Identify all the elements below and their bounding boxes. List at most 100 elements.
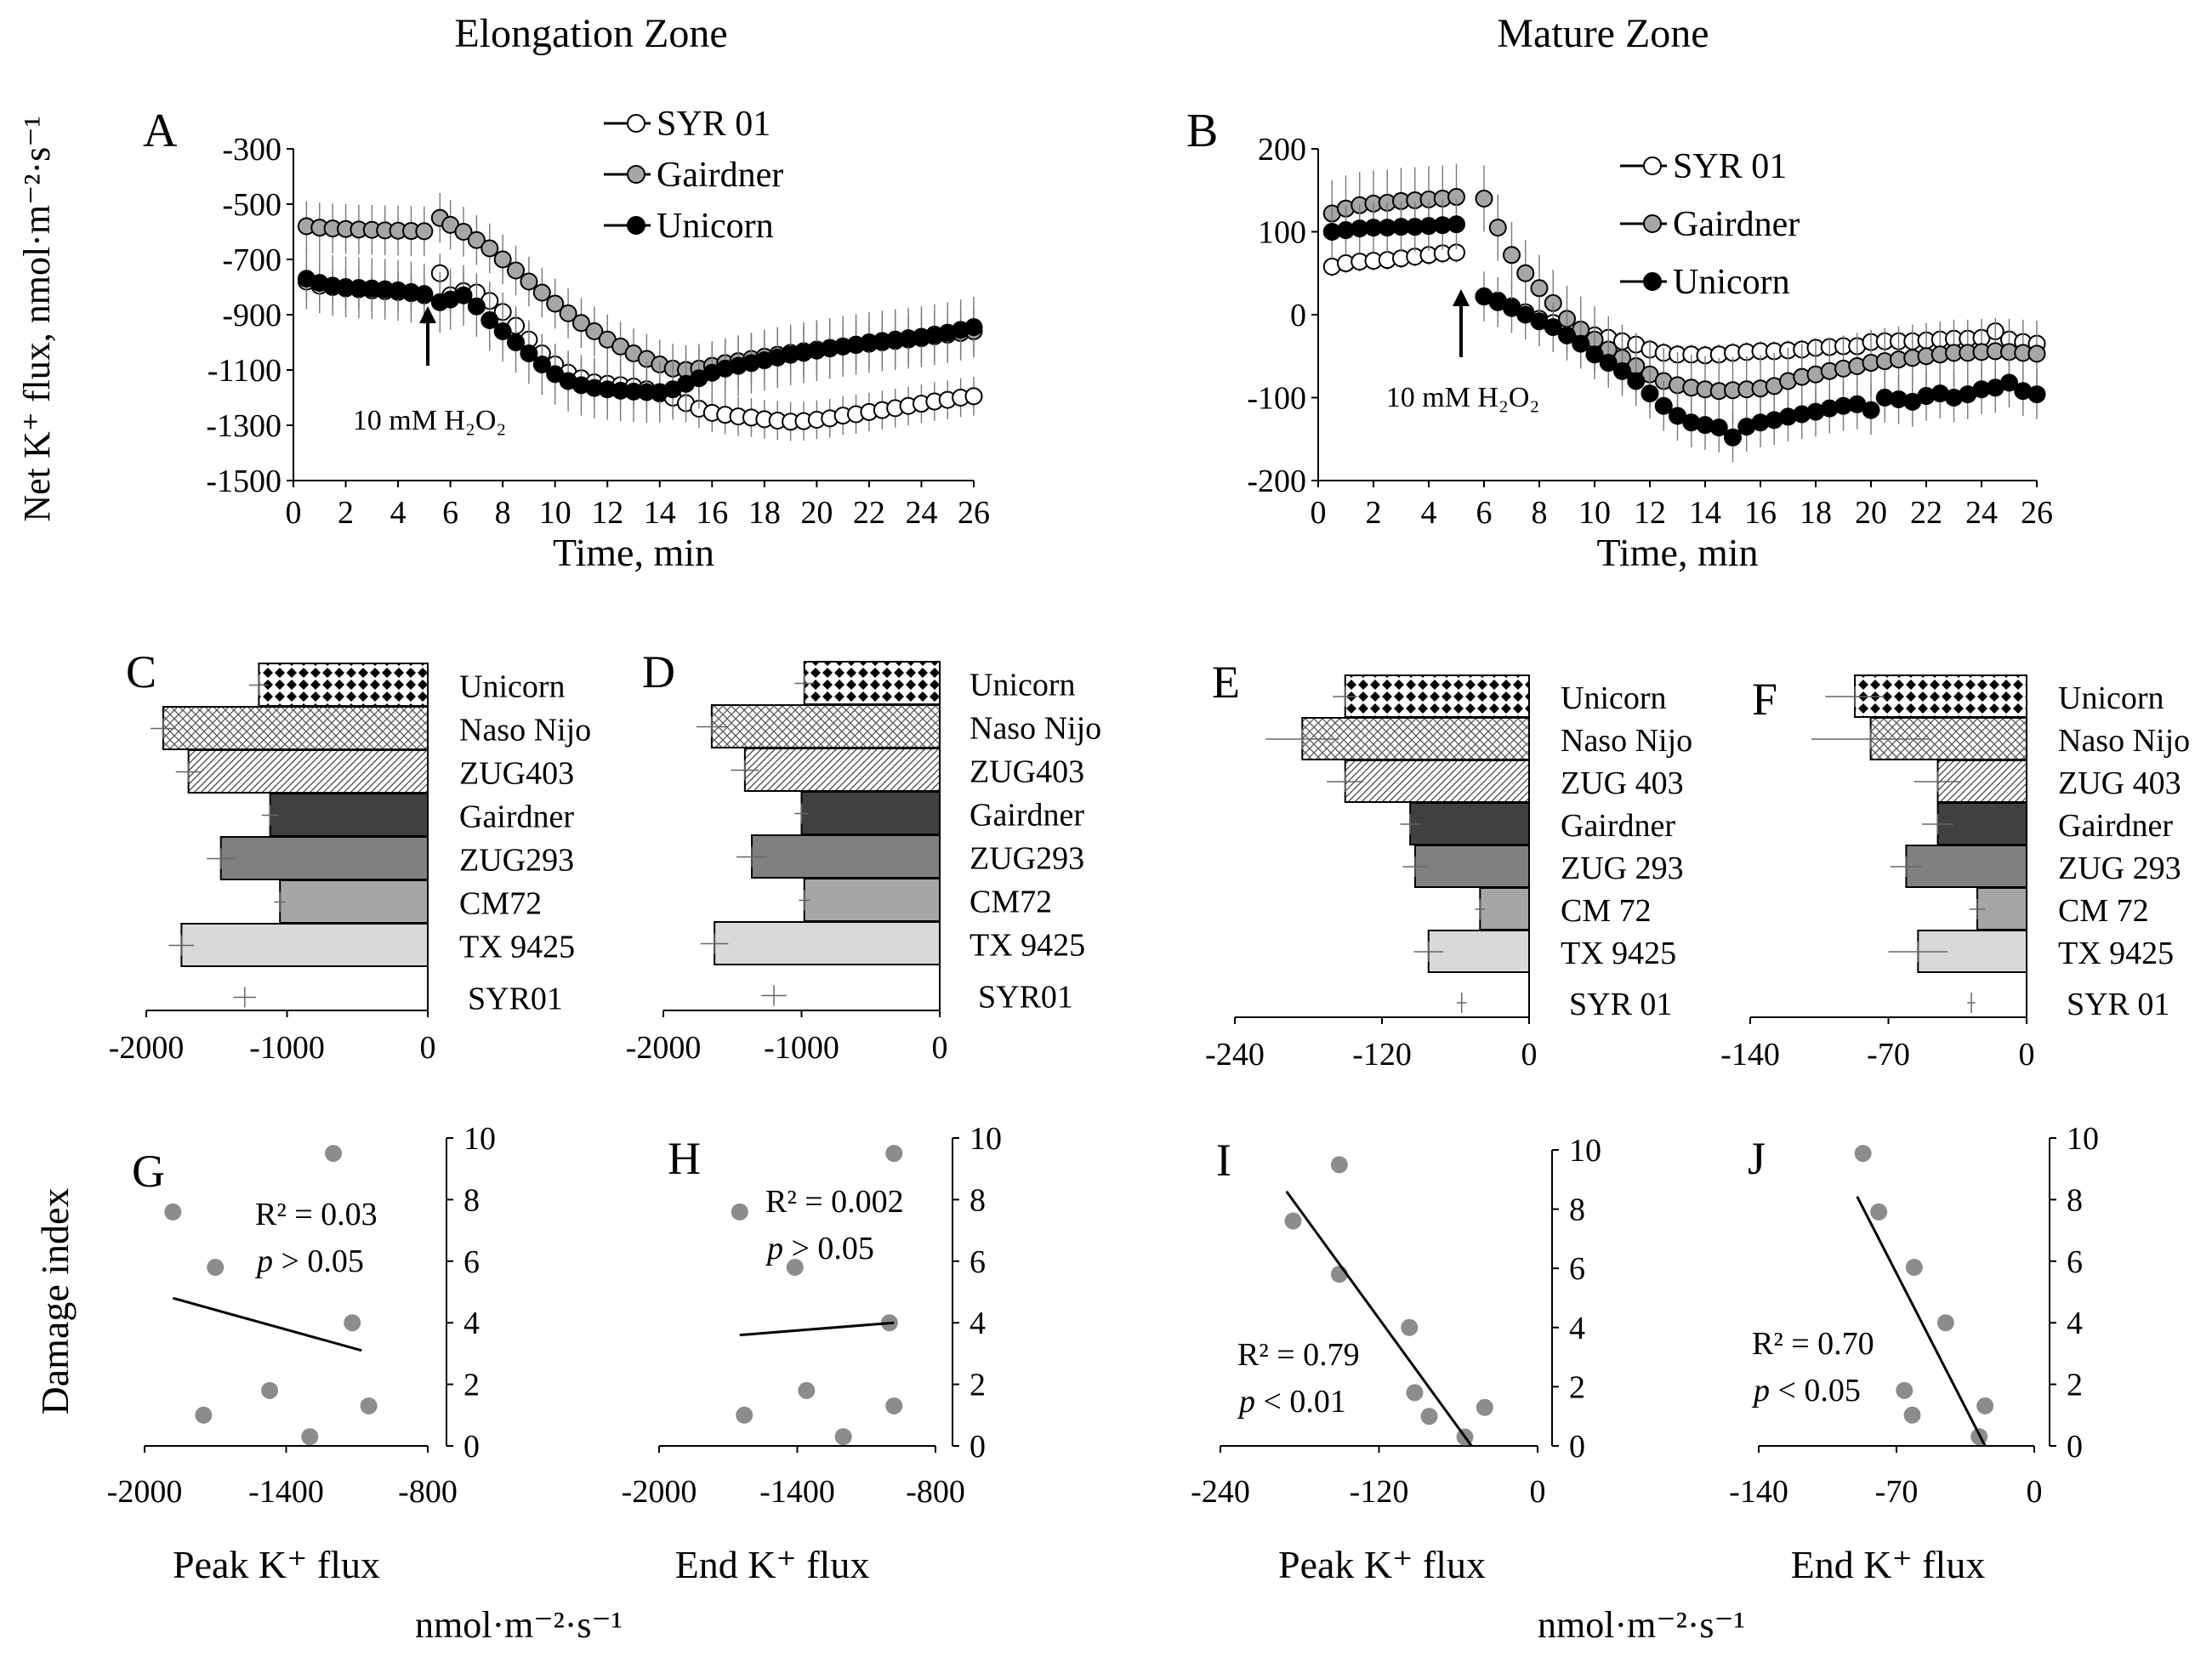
data-point xyxy=(1724,428,1742,447)
panel-label-E: E xyxy=(1212,657,1240,708)
data-point xyxy=(1406,1384,1424,1402)
unit-label-right: nmol·m⁻²·s⁻¹ xyxy=(1538,1604,1745,1646)
category-label: CM 72 xyxy=(1561,893,1652,929)
y-tick-label: 2 xyxy=(2067,1368,2083,1403)
x-tick-label: 14 xyxy=(1689,495,1721,531)
y-tick-label: 6 xyxy=(970,1244,986,1280)
x-tick-label: 20 xyxy=(1855,495,1887,531)
data-point xyxy=(1284,1212,1302,1230)
regression-line xyxy=(1285,1190,1473,1447)
data-point xyxy=(964,318,983,337)
category-label: Naso Nijo xyxy=(970,711,1101,747)
x-tick-label: -240 xyxy=(1205,1037,1265,1073)
x-tick-label: 10 xyxy=(539,495,571,531)
data-point xyxy=(344,1314,361,1332)
x-tick-label: 0 xyxy=(1530,1474,1546,1510)
x-tick-label: -2000 xyxy=(107,1474,183,1510)
x-tick-label: 0 xyxy=(1311,495,1327,531)
r-squared-label: R² = 0.03 xyxy=(255,1197,378,1232)
category-label: ZUG403 xyxy=(459,756,574,792)
r-squared-label: R² = 0.79 xyxy=(1237,1337,1360,1373)
data-point xyxy=(1401,1318,1419,1336)
legend-marker xyxy=(1643,156,1662,175)
panel-J: J -140 -70 00 2 4 6 8 10 R² = 0.70 p < 0.05 xyxy=(1729,1121,2099,1510)
category-label: Naso Nijo xyxy=(1561,723,1692,759)
x-tick-label: 6 xyxy=(1476,495,1493,531)
legend-marker xyxy=(627,114,645,133)
category-label: ZUG293 xyxy=(970,841,1084,877)
y-tick-label: -200 xyxy=(1247,464,1306,499)
treatment-arrow-head xyxy=(1453,289,1470,306)
data-point xyxy=(1488,219,1507,237)
x-tick-label: 20 xyxy=(800,495,833,531)
p-value-label: p < 0.05 xyxy=(1751,1373,1861,1408)
y-tick-label: 0 xyxy=(1569,1429,1585,1465)
legend-marker xyxy=(1643,214,1662,233)
data-point xyxy=(1475,190,1493,208)
data-point xyxy=(1641,384,1659,403)
category-label: Naso Nijo xyxy=(2058,723,2190,759)
bar xyxy=(1905,845,2027,888)
regression-line xyxy=(1856,1196,1987,1447)
data-point xyxy=(467,230,486,249)
y-tick-label: 200 xyxy=(1258,132,1306,168)
legend-label: Gairdner xyxy=(1673,205,1800,244)
data-point xyxy=(2027,385,2046,404)
data-point xyxy=(301,1428,319,1446)
x-tick-label: 4 xyxy=(390,495,407,531)
data-point xyxy=(1627,372,1646,390)
data-point xyxy=(1976,1397,1994,1414)
data-point xyxy=(1654,396,1673,415)
bar xyxy=(710,704,941,748)
y-tick-label: 10 xyxy=(2067,1121,2099,1157)
category-label: SYR 01 xyxy=(1569,987,1672,1022)
y-tick-label: 10 xyxy=(1569,1133,1601,1169)
data-point xyxy=(532,283,551,302)
data-point xyxy=(1854,1145,1872,1163)
data-point xyxy=(964,387,983,406)
data-point xyxy=(1420,1408,1438,1426)
unit-label-left: nmol·m⁻²·s⁻¹ xyxy=(415,1604,623,1646)
x-tick-label: 18 xyxy=(748,495,781,531)
category-label: ZUG293 xyxy=(459,843,574,879)
legend-marker xyxy=(1643,272,1662,291)
category-label: TX 9425 xyxy=(970,928,1085,964)
legend-label: SYR 01 xyxy=(657,105,771,144)
data-point xyxy=(480,311,499,329)
data-point xyxy=(415,285,434,304)
bar xyxy=(1413,845,1531,888)
y-tick-label: 4 xyxy=(970,1306,986,1341)
panel-C: C Unicorn Naso Nijo ZUG403 Gairdner ZUG293 CM7… xyxy=(109,646,591,1066)
category-label: Unicorn xyxy=(1561,680,1667,716)
bar xyxy=(187,749,429,794)
x-tick-label: 0 xyxy=(286,495,302,531)
y-tick-label: 0 xyxy=(970,1429,986,1465)
r-squared-label: R² = 0.70 xyxy=(1752,1326,1874,1362)
category-label: Gairdner xyxy=(970,798,1084,834)
series-unicorn xyxy=(297,248,983,423)
panel-label-J: J xyxy=(1748,1133,1766,1184)
y-tick-label: -1100 xyxy=(208,353,281,389)
data-point xyxy=(520,272,538,291)
x-tick-label: -1400 xyxy=(759,1474,835,1510)
x-axis-title-end-right: End K⁺ flux xyxy=(1791,1543,1986,1586)
data-point xyxy=(1709,418,1728,437)
y-tick-label: 2 xyxy=(463,1368,480,1403)
category-label: ZUG 403 xyxy=(2058,765,2181,801)
data-point xyxy=(1476,1398,1493,1416)
data-point xyxy=(207,1259,225,1277)
annotation-h2o2: 10 mM H₂O₂ xyxy=(1386,382,1540,413)
treatment-arrow-head xyxy=(419,306,436,323)
x-tick-label: 22 xyxy=(1910,495,1942,531)
data-point xyxy=(454,286,473,304)
category-label: ZUG 293 xyxy=(2058,851,2181,886)
data-point xyxy=(454,223,473,241)
y-tick-label: 10 xyxy=(463,1121,496,1157)
y-tick-label: 0 xyxy=(2067,1429,2083,1465)
y-tick-label: 6 xyxy=(1569,1251,1585,1287)
data-point xyxy=(195,1406,213,1424)
category-label: CM72 xyxy=(970,885,1052,920)
data-point xyxy=(360,1397,378,1414)
annotation-h2o2: 10 mM H₂O₂ xyxy=(353,405,507,436)
x-tick-label: 24 xyxy=(905,495,937,531)
